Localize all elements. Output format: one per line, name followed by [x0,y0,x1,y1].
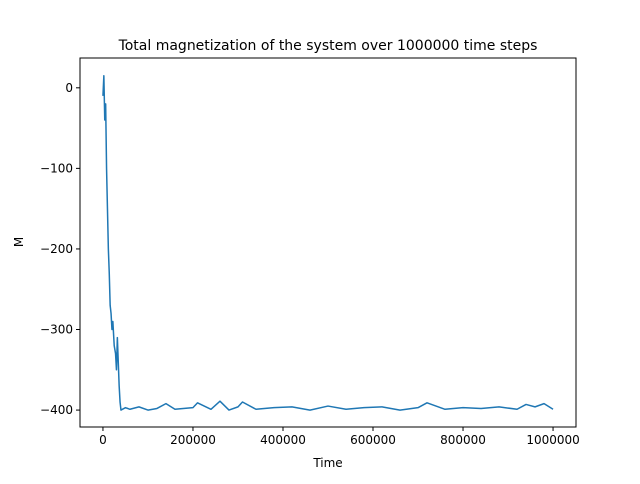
y-tick-label: 0 [65,81,73,95]
x-tick-label: 200000 [170,433,216,447]
x-tick-label: 600000 [350,433,396,447]
y-tick-label: −300 [40,323,73,337]
y-tick-label: −200 [40,242,73,256]
axes-frame [79,57,577,428]
x-tick-label: 400000 [260,433,306,447]
y-axis-label: M [12,237,26,247]
y-tick-label: −400 [40,403,73,417]
y-tick-label: −100 [40,161,73,175]
x-tick-label: 1000000 [526,433,579,447]
x-tick-label: 0 [99,433,107,447]
x-axis-label: Time [312,456,342,470]
x-tick-label: 800000 [440,433,486,447]
chart-title: Total magnetization of the system over 1… [118,38,538,54]
line-series [102,74,554,411]
